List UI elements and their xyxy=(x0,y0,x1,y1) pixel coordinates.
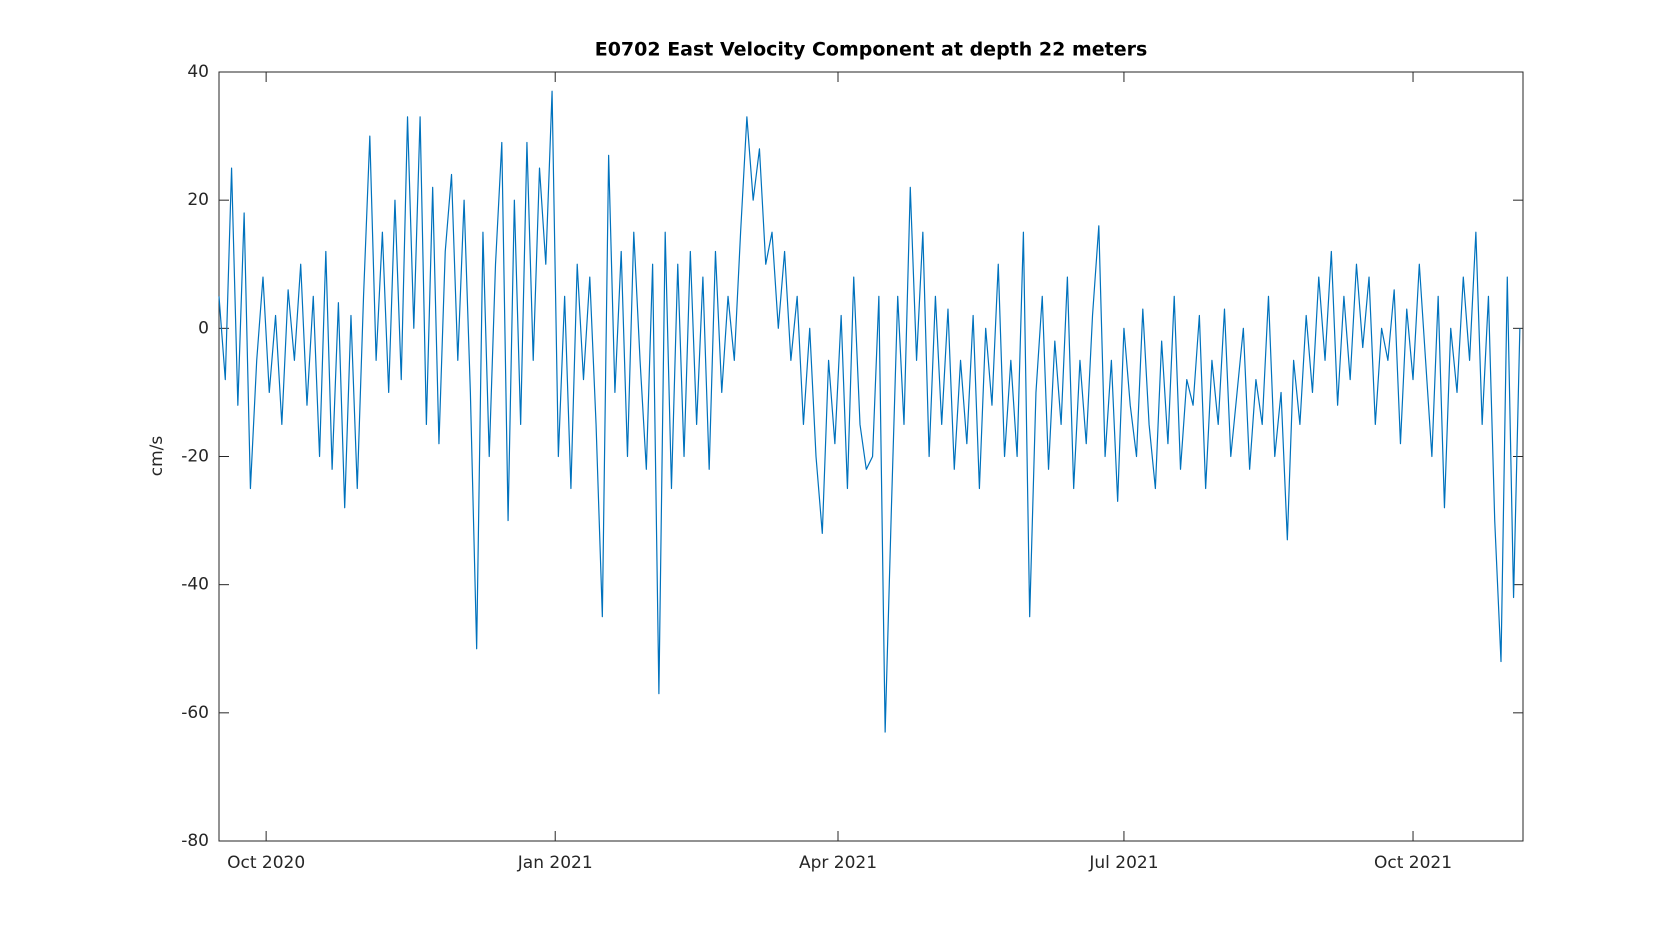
plot-frame xyxy=(218,71,1524,842)
y-tick-label: -20 xyxy=(181,447,209,467)
x-tick-label: Apr 2021 xyxy=(799,853,877,873)
x-tick-label: Jul 2021 xyxy=(1088,853,1158,873)
y-tick-label: -40 xyxy=(181,575,209,595)
y-tick-label: 40 xyxy=(187,62,209,82)
x-tick-label: Oct 2021 xyxy=(1374,853,1452,873)
y-tick-label: -60 xyxy=(181,703,209,723)
x-tick-label: Jan 2021 xyxy=(517,853,593,873)
data-line xyxy=(218,90,1521,733)
y-axis-label: cm/s xyxy=(147,436,167,477)
y-tick-label: 0 xyxy=(198,318,209,338)
y-tick-label: 20 xyxy=(187,190,209,210)
chart-title: E0702 East Velocity Component at depth 2… xyxy=(595,39,1148,61)
y-tick-label: -80 xyxy=(181,831,209,851)
x-tick-label: Oct 2020 xyxy=(227,853,305,873)
